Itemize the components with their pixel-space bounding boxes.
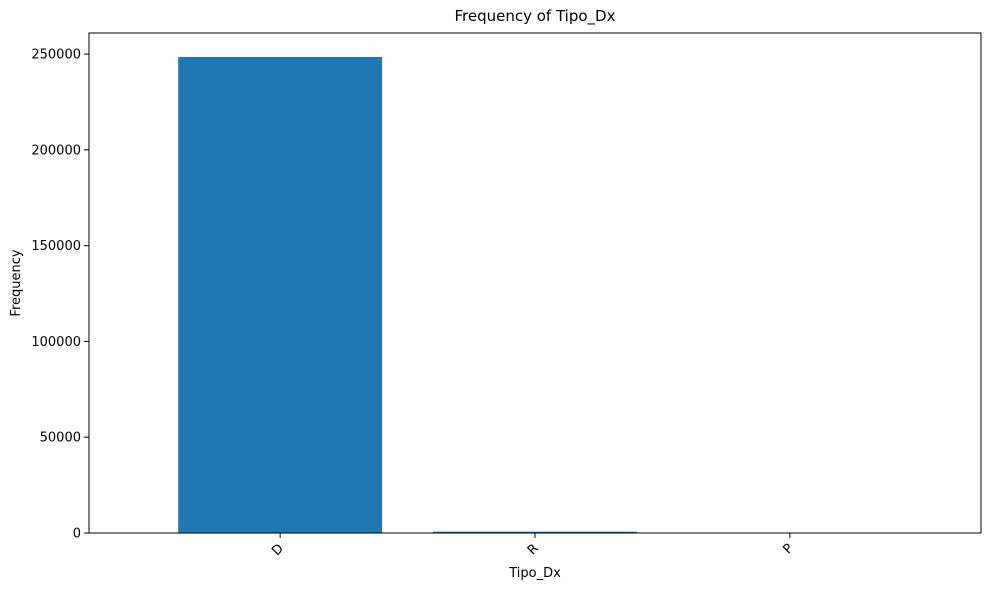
y-axis: 0 50000 100000 150000 200000 250000: [31, 48, 89, 542]
bar-D: [178, 56, 383, 533]
y-axis-label: Frequency: [9, 249, 24, 316]
y-tick-label: 100000: [31, 335, 81, 350]
y-tick-label: 250000: [31, 48, 81, 63]
x-axis-label: Tipo_Dx: [508, 566, 561, 581]
y-tick-label: 200000: [31, 143, 81, 158]
y-tick-label: 50000: [40, 431, 81, 446]
chart-title: Frequency of Tipo_Dx: [455, 7, 616, 26]
y-tick-label: 0: [73, 527, 81, 542]
bar-R: [433, 531, 637, 533]
bars-group: [178, 56, 892, 533]
y-tick-label: 150000: [31, 239, 81, 254]
